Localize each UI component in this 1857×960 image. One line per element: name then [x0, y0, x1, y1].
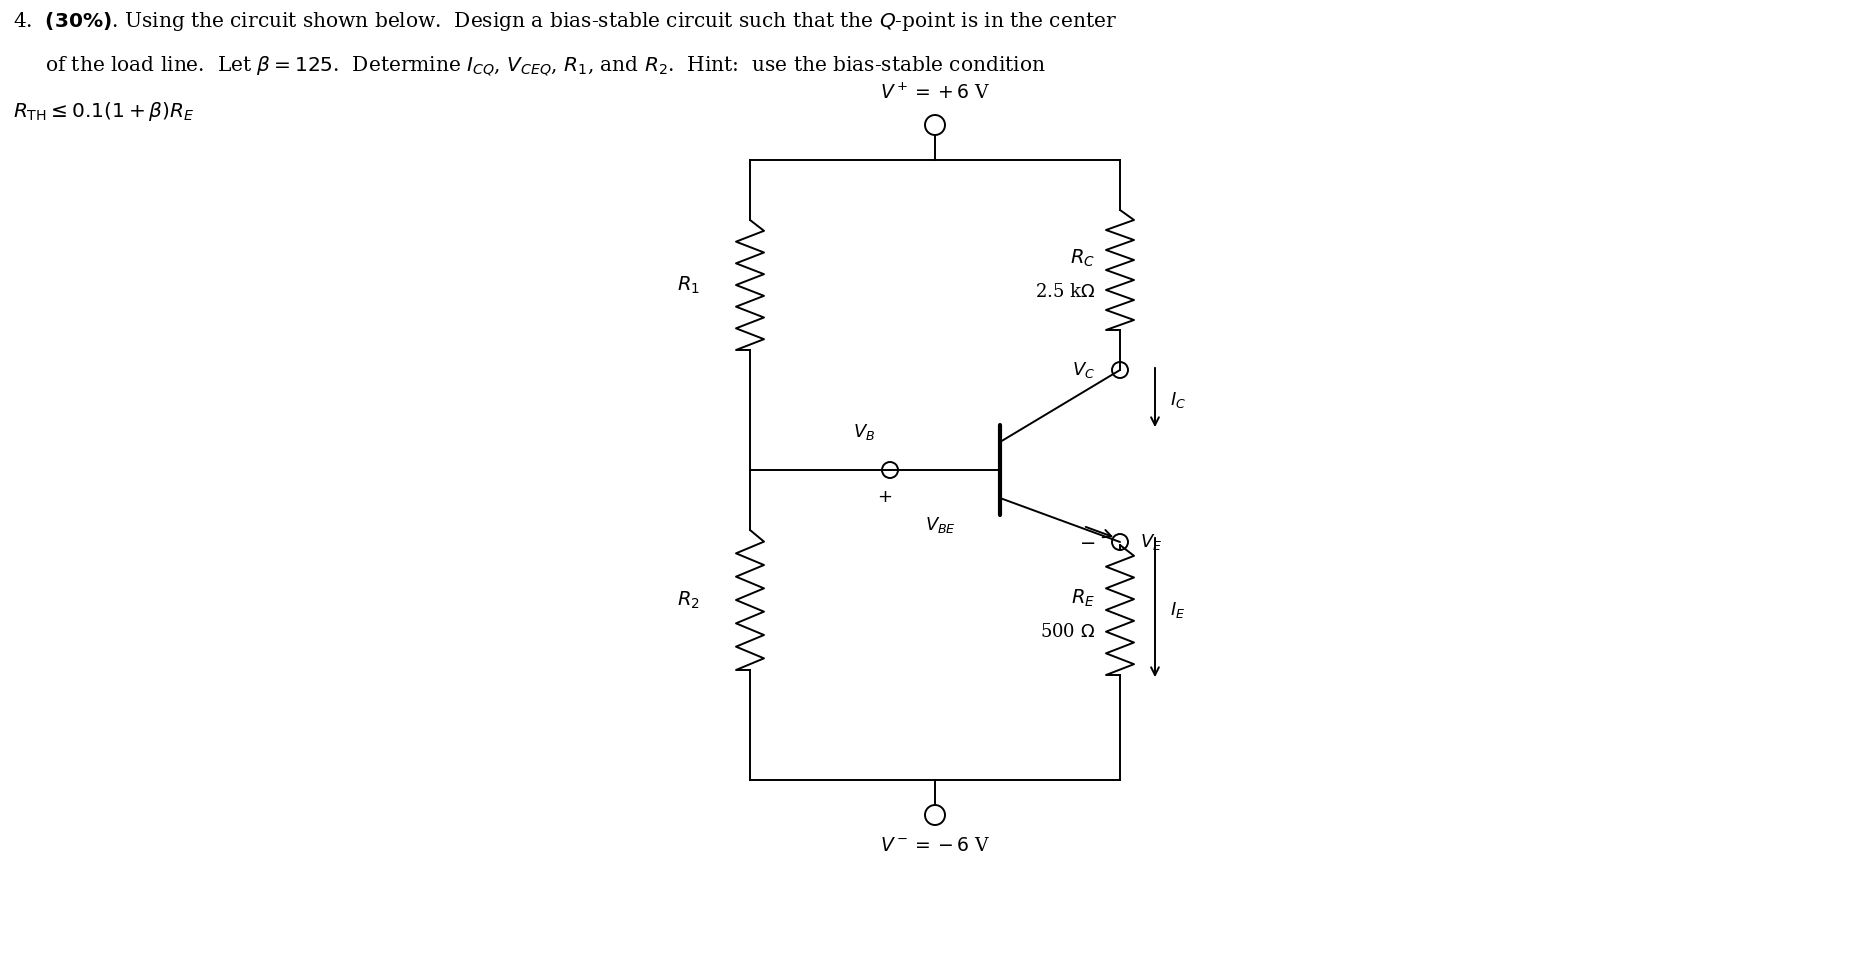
Text: $R_E$: $R_E$: [1070, 588, 1094, 609]
Text: $R_1$: $R_1$: [676, 275, 700, 296]
Text: $V_{BE}$: $V_{BE}$: [925, 515, 954, 535]
Text: of the load line.  Let $\beta = 125$.  Determine $I_{CQ}$, $V_{CEQ}$, $R_1$, and: of the load line. Let $\beta = 125$. Det…: [45, 55, 1045, 78]
Text: $+$: $+$: [877, 488, 891, 506]
Text: $I_E$: $I_E$: [1170, 600, 1185, 620]
Text: $V_C$: $V_C$: [1071, 360, 1094, 380]
Text: 2.5 k$\Omega$: 2.5 k$\Omega$: [1034, 283, 1094, 301]
Text: 4.  $\mathbf{(30\%)}$. Using the circuit shown below.  Design a bias-stable circ: 4. $\mathbf{(30\%)}$. Using the circuit …: [13, 10, 1116, 33]
Text: $V^+ = +6$ V: $V^+ = +6$ V: [878, 83, 990, 103]
Text: $V_B$: $V_B$: [852, 422, 875, 442]
Text: 500 $\Omega$: 500 $\Omega$: [1040, 623, 1094, 641]
Text: $I_C$: $I_C$: [1170, 390, 1185, 410]
Text: $V^- = -6$ V: $V^- = -6$ V: [878, 837, 990, 855]
Text: $-$: $-$: [1079, 533, 1094, 551]
Text: $R_C$: $R_C$: [1070, 248, 1094, 269]
Text: $R_2$: $R_2$: [676, 589, 700, 611]
Text: $R_{\rm TH} \leq 0.1(1+\beta)R_E$: $R_{\rm TH} \leq 0.1(1+\beta)R_E$: [13, 100, 195, 123]
Text: $V_E$: $V_E$: [1140, 532, 1162, 552]
